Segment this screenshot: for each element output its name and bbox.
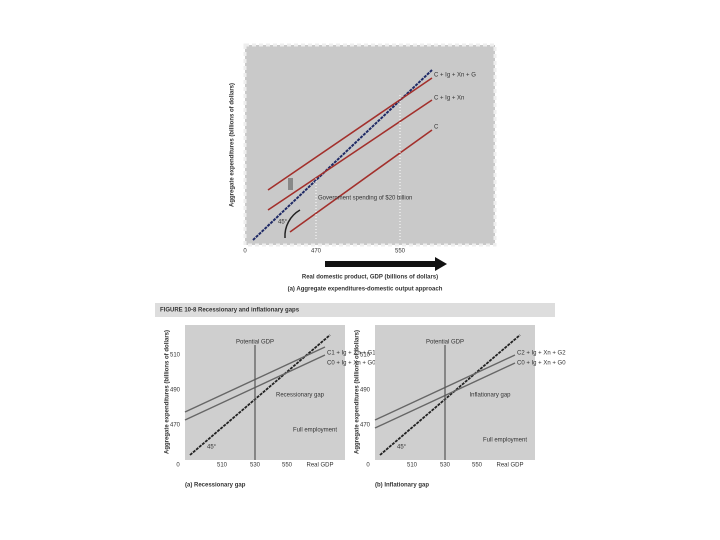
y-tick: 510 bbox=[170, 353, 181, 359]
header-bar bbox=[155, 303, 555, 317]
header: FIGURE 10-8 Recessionary and inflationar… bbox=[160, 308, 300, 314]
line-label: C2 + Ig + Xn + G2 bbox=[517, 351, 566, 357]
full-label: Full employment bbox=[293, 428, 337, 434]
line-label: C0 + Ig + Xn + G0 bbox=[327, 361, 376, 367]
x-tick: 530 bbox=[440, 463, 451, 469]
caption: (a) Aggregate expenditures-domestic outp… bbox=[288, 287, 443, 293]
ae-line bbox=[267, 77, 433, 191]
line-label: C bbox=[434, 125, 439, 131]
angle-arc bbox=[284, 209, 301, 239]
y-tick: 490 bbox=[170, 388, 181, 394]
line-label: C1 + Ig + Xn + G1 bbox=[327, 351, 376, 357]
y-tick: 470 bbox=[360, 423, 371, 429]
x-tick: 550 bbox=[282, 463, 293, 469]
panel-bg bbox=[185, 325, 345, 460]
x-tick: 470 bbox=[311, 249, 322, 255]
panel-bg bbox=[375, 325, 535, 460]
caption: (b) Inflationary gap bbox=[375, 483, 429, 489]
ae-line bbox=[267, 99, 433, 211]
arrow-head bbox=[435, 257, 447, 271]
angle-label: 45° bbox=[278, 220, 288, 226]
x-tick: 510 bbox=[217, 463, 228, 469]
x-label: Real domestic product, GDP (billions of … bbox=[302, 275, 438, 281]
y-tick: 470 bbox=[170, 423, 181, 429]
full-label: Full employment bbox=[483, 438, 527, 444]
line-45 bbox=[379, 334, 521, 456]
line-label: C + Ig + Xn + G bbox=[434, 73, 476, 79]
potential-label: Potential GDP bbox=[236, 340, 274, 346]
gap-label: Recessionary gap bbox=[276, 393, 325, 399]
y-label: Aggregate expenditures (billions of doll… bbox=[230, 83, 236, 207]
gap-label: Inflationary gap bbox=[469, 393, 511, 399]
angle-label: 45° bbox=[397, 445, 407, 451]
panels: Aggregate expenditures (billions of doll… bbox=[165, 325, 566, 489]
y-label: Aggregate expenditures (billions of doll… bbox=[165, 330, 171, 454]
arrow-bar bbox=[325, 261, 435, 267]
x-tick: 530 bbox=[250, 463, 261, 469]
x-tick: 550 bbox=[395, 249, 406, 255]
x-tick: 0 bbox=[366, 463, 370, 469]
y-tick: 490 bbox=[360, 388, 371, 394]
panel-bg bbox=[243, 43, 497, 247]
x-tick: 0 bbox=[176, 463, 180, 469]
angle-label: 45° bbox=[207, 445, 217, 451]
line-label: C + Ig + Xn bbox=[434, 96, 464, 102]
line-label: C0 + Ig + Xn + G0 bbox=[517, 361, 566, 367]
ae-line bbox=[289, 129, 433, 233]
x-tick: Real GDP bbox=[306, 463, 333, 469]
y-label: Aggregate expenditures (billions of doll… bbox=[355, 330, 361, 454]
x-tick: 510 bbox=[407, 463, 418, 469]
x-tick: 0 bbox=[243, 249, 247, 255]
marker bbox=[288, 178, 293, 190]
caption: (a) Recessionary gap bbox=[185, 483, 246, 489]
annotation: Government spending of $20 billion bbox=[318, 196, 412, 202]
x-tick: 550 bbox=[472, 463, 483, 469]
y-tick: 510 bbox=[360, 353, 371, 359]
x-tick: Real GDP bbox=[496, 463, 523, 469]
potential-label: Potential GDP bbox=[426, 340, 464, 346]
